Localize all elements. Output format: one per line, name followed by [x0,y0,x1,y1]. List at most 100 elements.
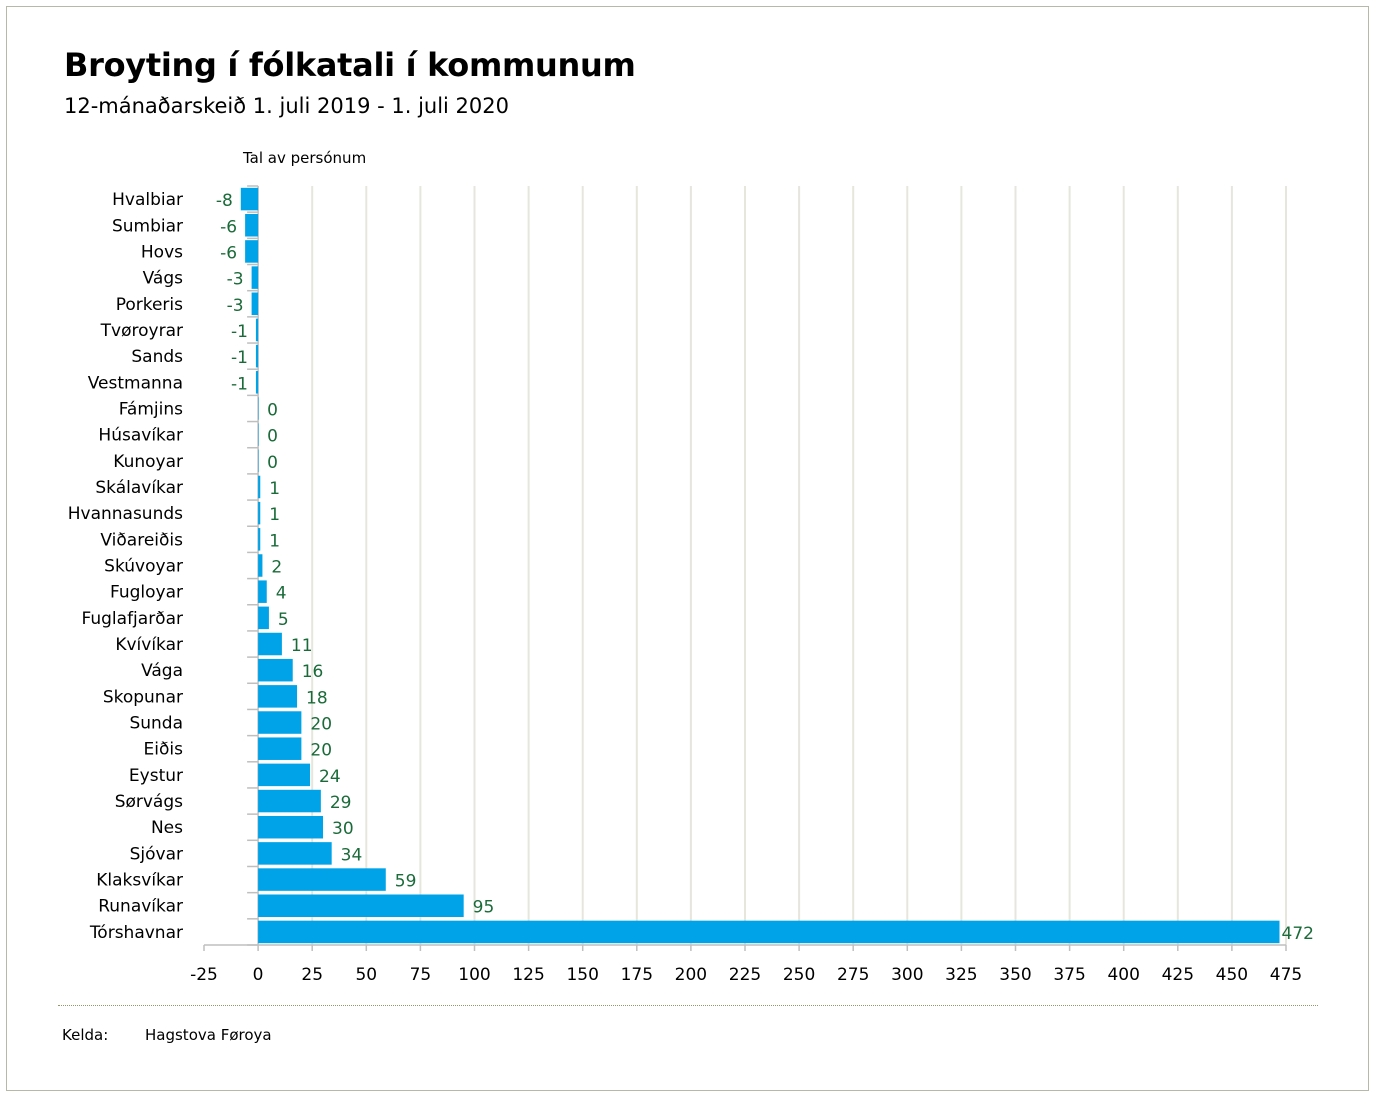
data-label: 472 [1282,924,1314,944]
data-label: 30 [332,819,354,839]
data-label: -6 [220,217,237,237]
x-tick-label: 275 [837,965,869,985]
bar [258,423,259,446]
category-label: Vágs [143,269,184,289]
category-label: Tórshavnar [89,923,183,943]
data-label: 0 [267,427,278,447]
data-label: 16 [302,662,324,682]
category-label: Runavíkar [98,897,183,917]
bar [255,371,259,394]
x-tick-label: 350 [999,965,1031,985]
category-label: Sørvágs [115,792,183,812]
data-label: 1 [269,505,280,525]
x-tick-label: 125 [512,965,544,985]
bar [258,397,259,420]
x-tick-label: 100 [458,965,490,985]
data-label: 2 [271,558,282,578]
bar [258,606,269,630]
bar [258,711,302,734]
data-label: 20 [310,741,332,761]
category-label: Húsavíkar [98,426,183,446]
category-label: Vága [141,661,183,681]
data-label: -1 [231,348,248,368]
data-label: -3 [227,270,244,290]
chart-frame [6,6,1369,1091]
data-label: 11 [291,636,313,656]
x-tick-label: 450 [1216,965,1248,985]
x-axis-title: Tal av persónum [242,149,366,167]
chart-subtitle: 12-mánaðarskeið 1. juli 2019 - 1. juli 2… [64,94,509,118]
category-label: Fuglafjarðar [82,609,183,629]
data-label: 5 [278,610,289,630]
category-label: Klaksvíkar [96,871,183,891]
category-label: Skúvoyar [104,557,183,577]
category-label: Skálavíkar [95,478,183,498]
category-label: Sjóvar [130,844,183,864]
x-tick-label: 25 [301,965,323,985]
bar [258,632,282,656]
chart-title: Broyting í fólkatali í kommunum [64,46,636,84]
category-label: Hovs [141,242,183,262]
bar [251,266,259,289]
data-label: 59 [395,872,417,892]
data-label: 1 [269,531,280,551]
bar [258,449,259,473]
bar-chart: -25 0 25 50 75 100 125 150 175 200 225 250 275 300 325… [68,149,1314,985]
x-tick-label: 175 [621,965,653,985]
x-tick-label: 400 [1107,965,1139,985]
category-label: Tvøroyrar [100,321,183,341]
data-label: -6 [220,243,237,263]
bar [258,737,302,760]
bar [258,685,298,708]
x-tick-label: 300 [891,965,923,985]
x-tick-label: 0 [253,965,264,985]
bar [240,187,259,211]
x-tick-label: 475 [1270,965,1302,985]
category-label: Sands [131,347,183,367]
category-label: Fámjins [119,399,183,419]
bar [258,920,1280,944]
category-label: Porkeris [116,295,183,315]
category-label: Hvalbiar [112,190,183,210]
data-label: -8 [216,191,233,211]
category-label: Kvívíkar [115,635,183,655]
bar [258,658,293,682]
data-label: 18 [306,688,328,708]
category-label: Kunoyar [113,452,183,472]
bar [258,554,263,577]
x-tick-label: 375 [1053,965,1085,985]
category-label: Viðareiðis [100,530,183,550]
category-label: Fugloyar [110,583,183,603]
x-tick-label: 150 [566,965,598,985]
category-label: Eiðis [144,740,184,760]
data-label: 0 [267,400,278,420]
x-tick-label: 75 [410,965,432,985]
data-label: 20 [310,715,332,735]
bar [255,318,259,342]
source-label: Kelda: [62,1026,109,1044]
bar [258,789,321,813]
bar [245,240,259,263]
category-label: Sumbiar [112,216,183,236]
data-label: 0 [267,453,278,473]
x-tick-label: -25 [190,965,218,985]
source-value: Hagstova Føroya [145,1026,272,1044]
x-tick-label: 425 [1162,965,1194,985]
x-tick-label: 225 [729,965,761,985]
x-tick-label: 325 [945,965,977,985]
category-label: Sunda [129,714,183,734]
data-label: -1 [231,374,248,394]
bar [258,763,311,787]
bar [255,344,259,368]
x-tick-label: 200 [675,965,707,985]
data-label: 95 [473,898,495,918]
data-label: 24 [319,767,341,787]
category-label: Eystur [129,766,183,786]
footer-divider [58,1005,1318,1006]
data-label: -1 [231,322,248,342]
category-label: Hvannasunds [68,504,183,524]
category-label: Vestmanna [88,373,183,393]
data-label: 29 [330,793,352,813]
bar [251,292,259,316]
x-tick-label: 250 [783,965,815,985]
